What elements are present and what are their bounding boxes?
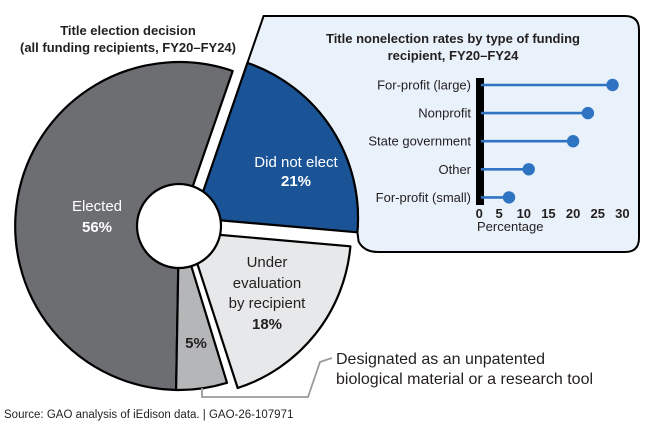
x-axis-label: Percentage (477, 219, 544, 234)
pie-slice-elected (14, 60, 234, 392)
tick-label: 0 (476, 206, 483, 221)
category-label: For-profit (large) (377, 78, 471, 93)
callout-bracket (201, 357, 333, 398)
lollipop-row: Nonprofit (418, 106, 595, 121)
did-not-elect-label: Did not elect (254, 154, 338, 171)
tick-label: 30 (615, 206, 629, 221)
lollipop-axis-bar (476, 78, 484, 205)
lollipop-row: State government (368, 134, 580, 149)
pie-slice-under-evaluation (185, 230, 352, 390)
panel-title-line2: recipient, FY20–FY24 (388, 48, 520, 63)
did-not-elect-pct: 21% (281, 173, 311, 190)
tick-label: 15 (541, 206, 555, 221)
lollipop-row: For-profit (small) (376, 190, 516, 205)
elected-label: Elected (72, 198, 122, 215)
under-evaluation-pct: 18% (252, 316, 282, 333)
pie-title-line1: Title election decision (60, 23, 196, 38)
lollipop-dot (522, 163, 535, 176)
donut-hole (135, 182, 223, 270)
tick-label: 25 (591, 206, 605, 221)
category-label: State government (368, 134, 471, 149)
callout-text-line2: biological material or a research tool (336, 371, 593, 388)
category-label: Nonprofit (418, 106, 471, 121)
lollipop-dot (502, 191, 516, 204)
tick-label: 5 (496, 206, 503, 221)
callout-text-line1: Designated as an unpatented (336, 351, 545, 368)
tick-label: 20 (566, 206, 580, 221)
under-evaluation-label-line3: by recipient (229, 295, 307, 312)
source-line: Source: GAO analysis of iEdison data. | … (4, 409, 293, 421)
lollipop-row: Other (438, 162, 535, 177)
lollipop-dot (606, 78, 619, 92)
category-label: Other (438, 162, 471, 177)
lollipop-dot (581, 106, 595, 120)
tick-label: 10 (517, 206, 531, 221)
under-evaluation-label-line1: Under (247, 254, 288, 271)
panel-title-line1: Title nonelection rates by type of fundi… (326, 31, 580, 46)
lollipop-chart: For-profit (large) Nonprofit State governm… (368, 78, 629, 222)
lollipop-dot (566, 135, 580, 148)
elected-pct: 56% (82, 219, 112, 236)
pie-slice-did-not-elect (192, 61, 360, 234)
under-evaluation-label-line2: evaluation (233, 275, 301, 292)
lollipop-row: For-profit (large) (377, 78, 619, 93)
pie-title-line2: (all funding recipients, FY20–FY24) (20, 40, 236, 55)
category-label: For-profit (small) (376, 190, 471, 205)
designated-pct: 5% (185, 335, 207, 352)
